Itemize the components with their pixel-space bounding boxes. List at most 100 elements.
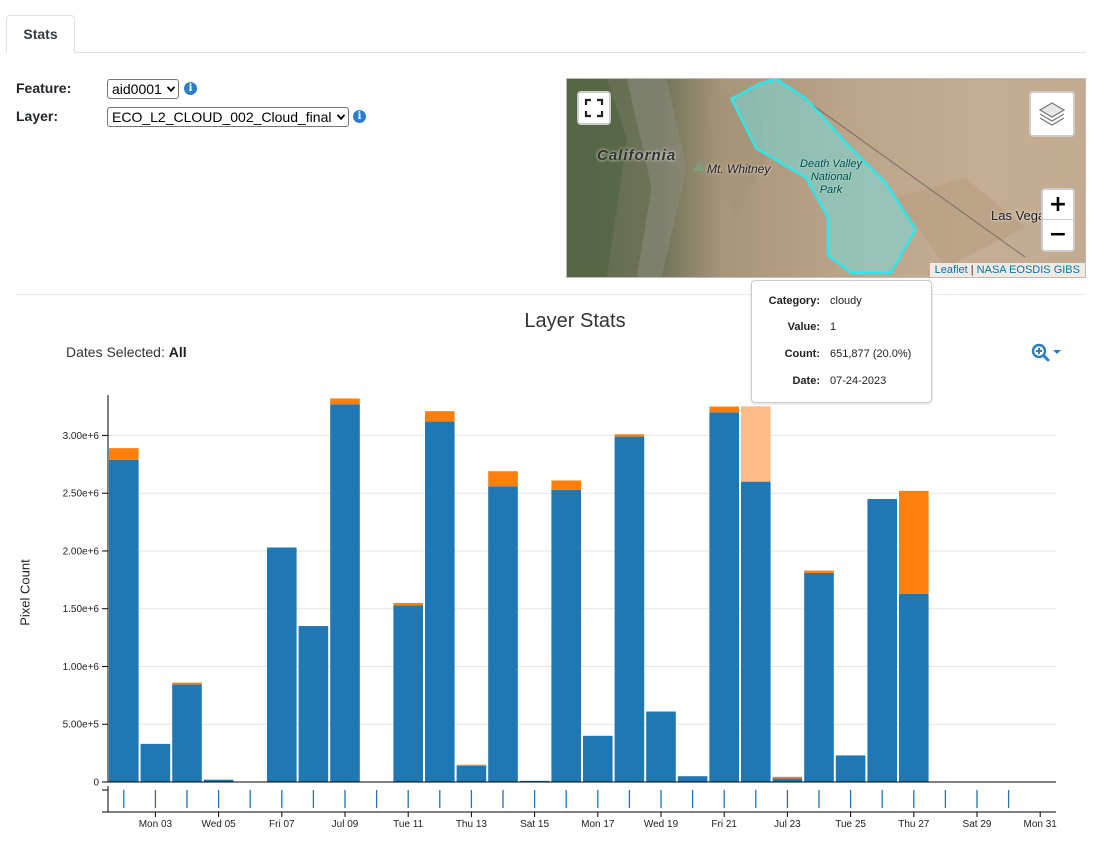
zoom-in-button[interactable]: + <box>1043 190 1073 220</box>
x-tick-label: Fri 07 <box>269 819 295 830</box>
map[interactable]: California Mt. Whitney Death Valley Nati… <box>566 78 1086 278</box>
zoom-out-button[interactable]: − <box>1048 222 1068 247</box>
map-label-park-line: Park <box>819 184 843 196</box>
tab-stats[interactable]: Stats <box>6 15 75 53</box>
y-tick-label: 3.00e+6 <box>63 431 100 442</box>
x-tick-label: Fri 21 <box>711 819 737 830</box>
bar-cloudy <box>393 602 423 606</box>
bar-cloudy <box>109 448 139 460</box>
bar-cloudy <box>709 406 739 413</box>
y-tick-label: 1.00e+6 <box>63 662 100 673</box>
bar-clear <box>109 459 139 782</box>
bar-cloudy <box>456 764 487 766</box>
layer-select[interactable]: ECO_L2_CLOUD_002_Cloud_final <box>107 107 349 127</box>
bar-clear <box>393 605 423 782</box>
bar-clear <box>203 779 234 782</box>
leaflet-link[interactable]: Leaflet <box>934 264 968 276</box>
satellite-map-image <box>567 79 1085 277</box>
bar-clear <box>804 572 834 782</box>
tooltip-key: Value: <box>787 321 820 333</box>
bar-clear <box>835 755 866 782</box>
bar-cloudy <box>741 406 771 482</box>
bar-clear <box>488 486 518 782</box>
feature-select[interactable]: aid0001 <box>107 79 179 99</box>
chevron-down-icon <box>167 86 175 92</box>
bar-tooltip: Category: cloudy Value: 1 Count: 651,877 (2… <box>751 280 932 403</box>
fullscreen-icon <box>584 98 604 118</box>
map-zoom-control: + − <box>1041 188 1075 252</box>
layer-info-icon[interactable]: i <box>353 110 366 123</box>
map-peak-marker-icon <box>693 161 705 171</box>
bar-clear <box>772 778 803 782</box>
bar-cloudy <box>772 776 803 779</box>
layers-icon <box>1038 102 1066 126</box>
bar-clear <box>519 780 550 782</box>
bar-clear <box>709 412 739 782</box>
section-divider <box>16 294 1086 295</box>
x-tick-label: Thu 13 <box>456 819 488 830</box>
chart-title: Layer Stats <box>524 310 626 332</box>
x-tick-label: Thu 27 <box>898 819 930 830</box>
tooltip-value: 651,877 (20.0%) <box>830 348 912 360</box>
map-attribution: Leaflet | NASA EOSDIS GIBS <box>929 263 1085 277</box>
bars <box>109 398 929 782</box>
tab-bar: Stats <box>6 15 1086 53</box>
bar-cloudy <box>330 398 360 405</box>
layer-select-value: ECO_L2_CLOUD_002_Cloud_final <box>112 109 332 125</box>
bar-clear <box>267 547 297 782</box>
chevron-down-icon <box>337 114 345 120</box>
bar-clear <box>425 421 455 782</box>
y-tick-label: 2.00e+6 <box>63 546 100 557</box>
bar-clear <box>614 436 645 782</box>
y-axis: 0 5.00e+5 1.00e+6 1.50e+6 2.00e+6 2.50e+6 3.00… <box>63 395 1056 789</box>
layer-label: Layer: <box>16 108 59 124</box>
y-tick-label: 2.50e+6 <box>63 489 100 500</box>
map-label-state: California <box>597 147 677 164</box>
y-axis-label: Pixel Count <box>10 559 40 630</box>
x-tick-label: Tue 11 <box>393 819 423 830</box>
brush-axis <box>102 786 1056 813</box>
y-axis-label-text: Pixel Count <box>17 559 33 626</box>
bar-clear <box>172 684 202 782</box>
x-tick-label: Wed 05 <box>201 819 236 830</box>
map-label-city: Las Vegas <box>991 208 1047 223</box>
x-tick-label: Mon 31 <box>1024 819 1058 830</box>
map-label-park: Death Valley National Park <box>791 158 871 197</box>
bar-cloudy <box>172 682 202 685</box>
bar-clear <box>140 743 171 782</box>
feature-label: Feature: <box>16 80 72 96</box>
bar-clear <box>677 776 708 782</box>
x-tick-label: Mon 03 <box>139 819 173 830</box>
bar-clear <box>741 481 771 782</box>
bar-cloudy <box>804 570 834 573</box>
layers-control-button[interactable] <box>1029 91 1075 137</box>
bar-cloudy <box>614 434 645 437</box>
x-tick-label: Wed 19 <box>644 819 679 830</box>
bar-cloudy <box>899 490 929 594</box>
feature-info-icon[interactable]: i <box>184 82 197 95</box>
x-tick-label: Sat 15 <box>520 819 549 830</box>
x-tick-label: Jul 09 <box>332 819 359 830</box>
zoom-menu-button[interactable] <box>1031 343 1063 363</box>
bar-cloudy <box>488 471 518 487</box>
bar-clear <box>646 711 676 782</box>
bar-clear <box>456 765 487 782</box>
bar-clear <box>583 735 613 782</box>
x-tick-label: Sat 29 <box>963 819 992 830</box>
map-label-peak: Mt. Whitney <box>707 162 771 176</box>
x-axis: Mon 03 Wed 05 Fri 07 Jul 09 Tue 11 Thu 13 Sat … <box>139 812 1058 830</box>
bar-cloudy <box>551 480 581 490</box>
gibs-link[interactable]: NASA EOSDIS GIBS <box>976 264 1080 276</box>
bar-clear <box>551 489 581 782</box>
bar-clear <box>298 626 329 782</box>
y-tick-label: 0 <box>93 778 99 789</box>
map-label-park-line: National <box>810 171 852 183</box>
x-tick-label: Tue 25 <box>835 819 866 830</box>
x-tick-label: Mon 17 <box>581 819 615 830</box>
fullscreen-button[interactable] <box>577 91 611 125</box>
dates-selected-value: All <box>168 344 187 360</box>
feature-select-value: aid0001 <box>112 81 162 97</box>
gridlines <box>108 434 1056 725</box>
x-tick-label: Jul 23 <box>774 819 801 830</box>
y-tick-label: 1.50e+6 <box>63 604 100 615</box>
